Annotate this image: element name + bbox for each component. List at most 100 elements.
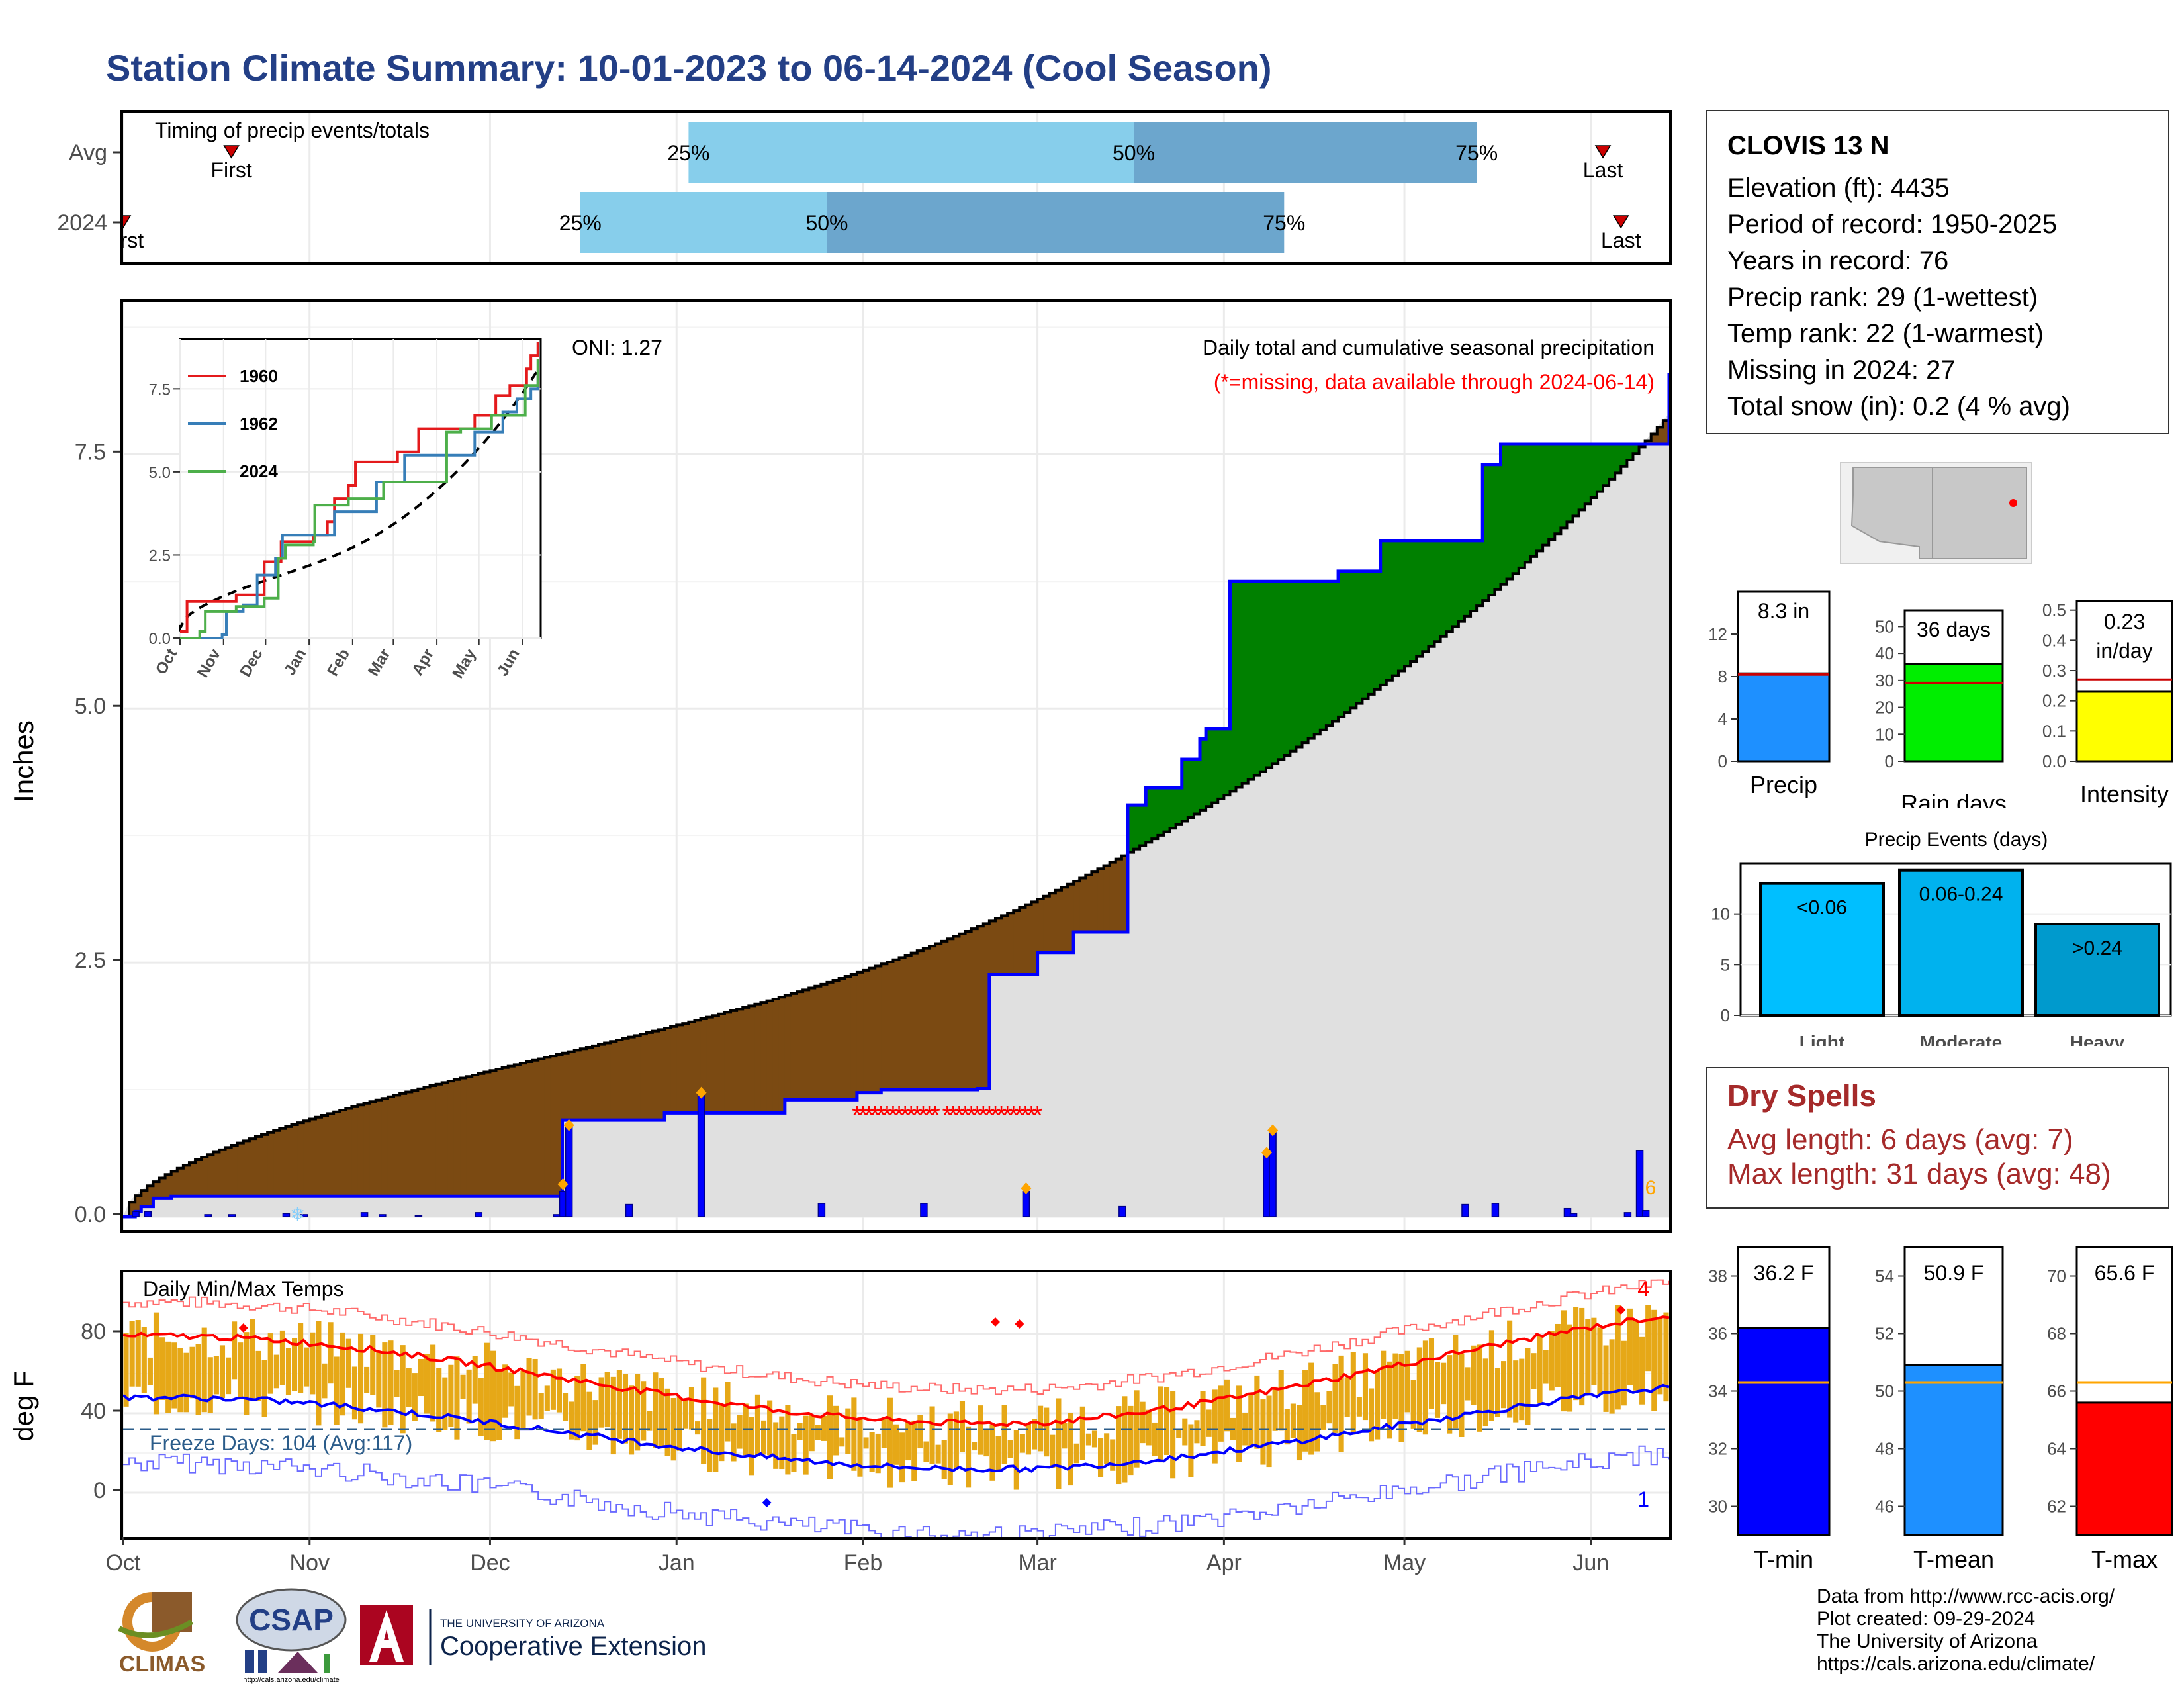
daily-temp-bar <box>905 1422 911 1461</box>
daily-temp-bar <box>1519 1358 1525 1421</box>
precip-y-tick-label: 2.5 <box>75 948 106 973</box>
missing-data-marker: * <box>984 1101 995 1130</box>
daily-temp-bar <box>1134 1390 1140 1468</box>
timing-axis: Avg 2024 <box>57 140 120 236</box>
timing-bar-q25-q50 <box>688 122 1134 183</box>
daily-temp-bar <box>460 1374 466 1399</box>
above-average-fill <box>1134 805 1140 849</box>
stat-bar-tick-label: 0 <box>1718 751 1727 771</box>
below-average-fill <box>676 1025 684 1113</box>
daily-temp-bar <box>406 1368 412 1407</box>
stat-bar-tick-label: 54 <box>1875 1266 1894 1286</box>
below-average-fill <box>219 1149 226 1197</box>
daily-temp-bar <box>563 1393 569 1421</box>
daily-temp-bar <box>1266 1395 1272 1468</box>
daily-temp-bar <box>1158 1386 1163 1463</box>
below-average-fill <box>1049 893 1056 953</box>
daily-temp-bar <box>1152 1422 1158 1456</box>
below-average-fill <box>1085 874 1093 933</box>
below-average-fill <box>917 951 924 1090</box>
footer-line: https://cals.arizona.edu/climate/ <box>1817 1653 2095 1675</box>
below-average-fill <box>153 1182 160 1199</box>
above-average-fill <box>1290 581 1297 751</box>
daily-temp-bar <box>1615 1305 1621 1410</box>
daily-temp-bar <box>1296 1405 1302 1461</box>
daily-temp-bar <box>400 1345 406 1434</box>
daily-temp-bar <box>791 1434 797 1472</box>
below-average-fill <box>165 1174 172 1199</box>
daily-temp-bar <box>141 1327 147 1393</box>
daily-temp-bar <box>273 1354 279 1389</box>
below-average-fill <box>586 1047 593 1121</box>
daily-temp-bar <box>1170 1391 1176 1479</box>
daily-temp-bar <box>1128 1405 1134 1476</box>
missing-data-marker: * <box>960 1101 971 1130</box>
above-average-fill <box>1440 540 1447 637</box>
stat-bar-tick-label: 64 <box>2047 1439 2066 1459</box>
below-average-fill <box>177 1168 184 1197</box>
daily-temp-bar <box>1392 1353 1398 1419</box>
below-average-fill <box>778 997 786 1113</box>
events-bar <box>2034 923 2160 1017</box>
daily-temp-bar <box>430 1344 436 1422</box>
above-average-fill <box>1530 444 1537 557</box>
climas-logo: CLIMAS <box>118 1592 205 1677</box>
precip-y-tick-label: 5.0 <box>75 694 106 719</box>
below-average-fill <box>538 1058 545 1197</box>
missing-data-marker: * <box>1015 1101 1025 1130</box>
daily-temp-bar <box>484 1342 490 1440</box>
above-average-fill <box>1458 540 1465 622</box>
daily-temp-bar <box>526 1358 532 1416</box>
daily-temp-bar <box>159 1337 165 1400</box>
stat-bar-value-label: 8.3 in <box>1758 599 1809 623</box>
stat-bar-t-mean: 46 48 50 52 54 50.9 F T-mean <box>1875 1246 2004 1573</box>
missing-data-marker: * <box>1008 1101 1019 1130</box>
events-bar <box>1759 882 1885 1017</box>
below-average-fill <box>418 1088 425 1197</box>
below-average-fill <box>803 990 810 1100</box>
missing-data-marker: * <box>864 1101 874 1130</box>
temp-y-tick-label: 0 <box>93 1478 106 1503</box>
daily-temp-bar <box>833 1405 839 1456</box>
timing-row-label: Avg <box>69 140 107 165</box>
below-average-fill <box>598 1044 605 1121</box>
daily-temp-bar <box>1091 1430 1097 1448</box>
inset-y-tick-label: 2.5 <box>149 547 171 565</box>
daily-temp-bar <box>1013 1430 1019 1490</box>
stat-bar-tick-label: 0.2 <box>2042 691 2066 711</box>
below-average-fill <box>502 1067 509 1197</box>
daily-temp-bar <box>1050 1434 1056 1468</box>
temp-y-tick-label: 80 <box>81 1319 106 1344</box>
below-average-fill <box>496 1069 503 1197</box>
month-label: May <box>1383 1550 1426 1575</box>
daily-temp-bar <box>1116 1406 1122 1485</box>
daily-temp-bar <box>773 1422 779 1469</box>
daily-temp-bar <box>1206 1409 1212 1437</box>
below-average-fill <box>375 1100 383 1197</box>
daily-temp-bar <box>1272 1386 1278 1431</box>
above-average-fill <box>1410 540 1418 661</box>
record-low-line <box>123 1445 1670 1544</box>
daily-temp-bar <box>604 1372 610 1428</box>
daily-temp-bar <box>351 1366 357 1420</box>
daily-temp-bar <box>1369 1388 1375 1442</box>
daily-temp-bar <box>929 1406 935 1464</box>
precip-y-tick-label: 0.0 <box>75 1202 106 1227</box>
above-average-fill <box>1332 581 1339 722</box>
daily-temp-bar <box>532 1358 538 1420</box>
below-average-fill <box>189 1162 196 1197</box>
daily-temp-bar <box>670 1398 676 1461</box>
stat-bar-tick-label: 34 <box>1708 1382 1727 1401</box>
stat-bar-tick-label: 46 <box>1875 1497 1894 1517</box>
station-period: Period of record: 1950-2025 <box>1727 210 2058 239</box>
daily-temp-bar <box>574 1376 580 1441</box>
above-average-fill <box>1242 581 1249 784</box>
below-average-fill <box>447 1081 455 1197</box>
daily-precip-diamond <box>1021 1182 1032 1195</box>
missing-data-marker: * <box>1026 1101 1037 1130</box>
below-average-fill <box>478 1073 485 1197</box>
daily-temp-bar <box>1375 1370 1381 1440</box>
daily-temp-bar <box>183 1352 189 1413</box>
events-category-label: Moderate <box>1920 1032 2002 1046</box>
daily-temp-bar <box>250 1319 255 1399</box>
